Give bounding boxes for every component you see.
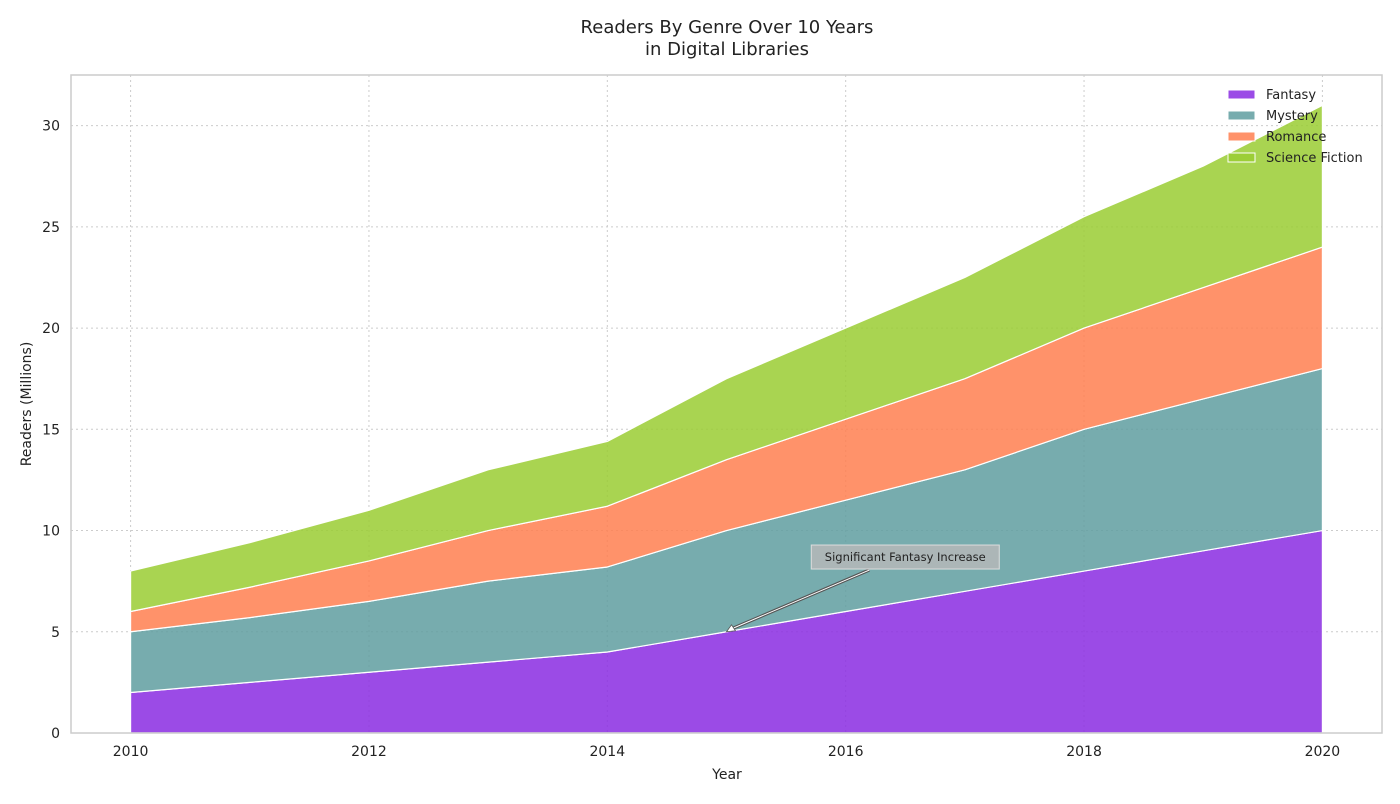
y-tick-label: 5	[51, 625, 60, 641]
y-tick-label: 10	[42, 524, 60, 540]
x-tick-label: 2014	[589, 744, 625, 760]
legend-swatch-mystery	[1227, 110, 1256, 121]
chart-title-line-2: in Digital Libraries	[645, 39, 809, 60]
annotation: Significant Fantasy Increase	[725, 544, 1000, 633]
x-tick-label: 2020	[1305, 744, 1341, 760]
y-tick-label: 20	[42, 321, 60, 337]
x-tick-label: 2012	[351, 744, 387, 760]
legend-swatch-romance	[1227, 131, 1256, 142]
annotation-box	[810, 544, 1000, 570]
y-axis-label: Readers (Millions)	[19, 342, 35, 467]
annotation-text: Significant Fantasy Increase	[825, 550, 986, 564]
chart-title-line-1: Readers By Genre Over 10 Years	[581, 17, 874, 38]
area-science-fiction	[129, 104, 1324, 613]
tick-labels: 2010 2012 2014 2016 2018 2020 0 5 10 15 20 25 30	[42, 119, 1340, 760]
legend-label-fantasy: Fantasy	[1266, 88, 1316, 103]
annotation-arrow-head	[725, 624, 737, 633]
y-tick-label: 15	[42, 422, 60, 438]
annotation-arrow-highlight	[729, 569, 870, 631]
legend-swatch-fantasy	[1227, 89, 1256, 100]
legend-label-romance: Romance	[1266, 130, 1326, 145]
legend: Fantasy Mystery Romance Science Fiction	[1227, 88, 1363, 166]
y-tick-label: 0	[51, 726, 60, 742]
x-tick-label: 2016	[828, 744, 864, 760]
y-tick-label: 30	[42, 119, 60, 135]
x-tick-label: 2010	[113, 744, 149, 760]
plot-frame	[70, 74, 1383, 734]
legend-swatch-science-fiction	[1227, 152, 1256, 163]
x-tick-label: 2018	[1066, 744, 1102, 760]
y-tick-label: 25	[42, 220, 60, 236]
x-axis-label: Year	[711, 767, 742, 783]
legend-label-science-fiction: Science Fiction	[1266, 151, 1363, 166]
legend-label-mystery: Mystery	[1266, 109, 1318, 124]
